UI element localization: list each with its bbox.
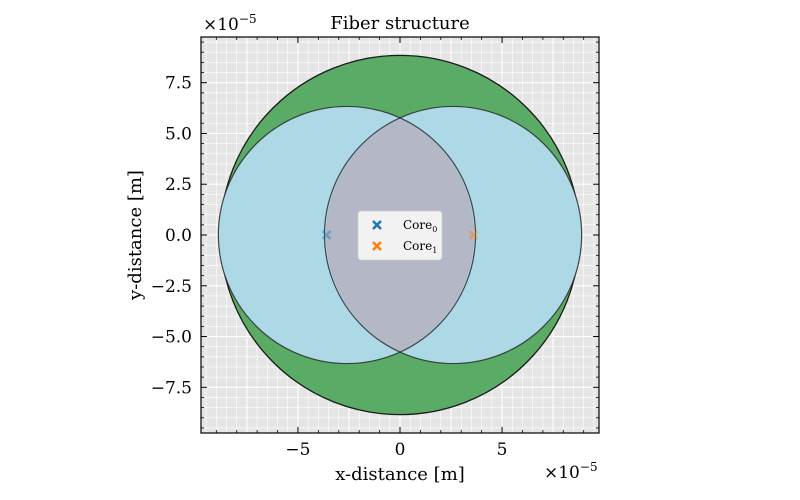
y-tick-label: −5.0 [151,328,192,348]
legend-marker [372,241,382,251]
core-marker-1 [468,230,479,240]
core-outline-1 [323,105,583,365]
legend-label: Core1 [403,239,437,255]
chart-title: Fiber structure [330,13,470,34]
y-tick-label: 7.5 [165,74,192,94]
axis-ticks: −5 0 5 −7.5 −5.0 −2.5 0.0 2.5 5.0 7.5 [151,37,599,460]
legend-label: Core0 [403,218,437,234]
core-marker-cross [321,230,332,240]
y-axis-multiplier: ×10−5 [203,12,257,35]
y-tick-label: 2.5 [165,175,192,195]
x-tick-label: −5 [285,440,310,460]
x-axis-multiplier: ×10−5 [544,460,598,483]
legend-entries: Core0 Core1 [372,218,437,255]
legend: Core0 Core1 [357,210,443,261]
y-tick-label: 0.0 [165,226,192,246]
core-marker-0 [321,230,332,240]
y-axis-label: y-distance [m] [125,170,146,301]
x-tick-label: 5 [497,440,508,460]
legend-marker [372,220,382,230]
x-tick-label: 0 [395,440,406,460]
x-axis-label: x-distance [m] [335,464,465,485]
core-marker-cross [468,230,479,240]
y-tick-label: −2.5 [151,277,192,297]
legend-entry-0: Core0 [372,218,437,234]
core-outline-0 [217,105,477,365]
y-tick-label: 5.0 [165,124,192,144]
y-tick-label: −7.5 [151,378,192,398]
legend-entry-1: Core1 [372,239,437,255]
core-markers [321,230,479,240]
